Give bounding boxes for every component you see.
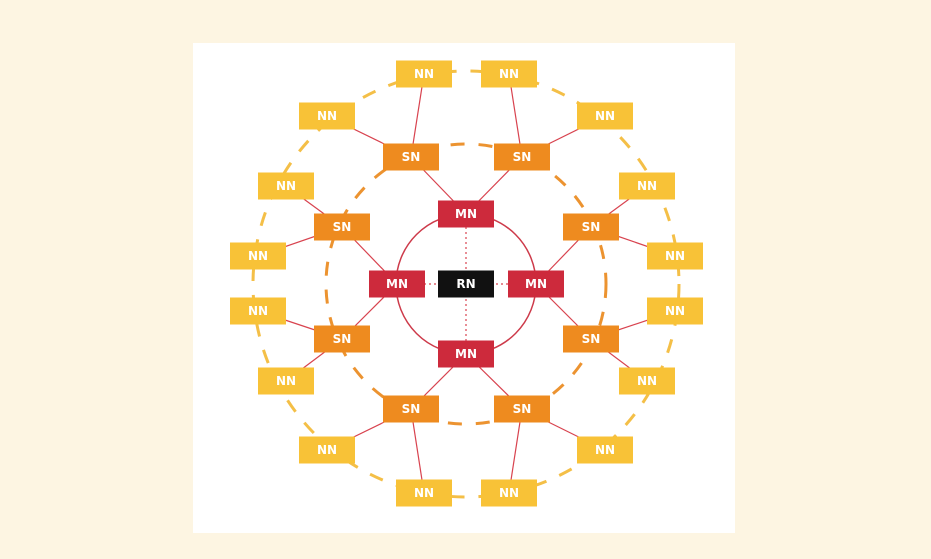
node-nn-15: NN <box>230 242 286 270</box>
nn-box <box>396 60 452 88</box>
nn-box <box>577 102 633 130</box>
node-mn-bottom: MN <box>438 340 494 368</box>
link-nn-11 <box>410 408 425 494</box>
node-sn-bottom-left: SN <box>383 395 439 423</box>
nn-label: NN <box>414 67 434 81</box>
nn-box <box>258 172 314 200</box>
nn-box <box>481 60 537 88</box>
nn-label: NN <box>276 374 296 388</box>
sn-box <box>494 395 550 423</box>
nn-box <box>481 479 537 507</box>
nn-label: NN <box>637 179 657 193</box>
node-nn-12: NN <box>299 436 355 464</box>
nn-box <box>647 297 703 325</box>
sn-label: SN <box>333 220 352 234</box>
sn-box <box>314 213 370 241</box>
outer-dashed-ring <box>251 69 681 499</box>
diagram-panel: NN NN NN NN NN NN NN NN NN NN NN NN NN NN NN NN SN SN SN SN… <box>193 43 735 533</box>
node-nn-14: NN <box>230 297 286 325</box>
node-nn-11: NN <box>396 479 452 507</box>
nn-label: NN <box>499 67 519 81</box>
node-nn-1: NN <box>396 60 452 88</box>
node-nn-3: NN <box>481 60 537 88</box>
nn-label: NN <box>595 109 615 123</box>
nn-label: NN <box>665 304 685 318</box>
mn-box <box>508 270 564 298</box>
node-nn-2: NN <box>299 102 355 130</box>
nn-label: NN <box>414 486 434 500</box>
node-nn-6: NN <box>647 242 703 270</box>
mn-box <box>438 340 494 368</box>
nn-box <box>299 436 355 464</box>
sn-label: SN <box>333 332 352 346</box>
nn-box <box>619 172 675 200</box>
sn-label: SN <box>513 402 532 416</box>
sn-label: SN <box>402 402 421 416</box>
nn-label: NN <box>317 443 337 457</box>
nn-box <box>577 436 633 464</box>
node-nn-7: NN <box>647 297 703 325</box>
mn-label: MN <box>525 277 547 291</box>
rn-box <box>438 270 494 298</box>
node-mn-top: MN <box>438 200 494 228</box>
node-sn-left-lower: SN <box>314 325 370 353</box>
nn-box <box>299 102 355 130</box>
nn-box <box>619 367 675 395</box>
network-diagram: NN NN NN NN NN NN NN NN NN NN NN NN NN NN NN NN SN SN SN SN… <box>230 60 703 507</box>
nn-label: NN <box>665 249 685 263</box>
mn-box <box>438 200 494 228</box>
mn-box <box>369 270 425 298</box>
sn-box <box>563 213 619 241</box>
nn-box <box>647 242 703 270</box>
node-sn-right-lower: SN <box>563 325 619 353</box>
nn-label: NN <box>637 374 657 388</box>
link-nn-10 <box>508 408 523 494</box>
sn-box <box>494 143 550 171</box>
node-nn-10: NN <box>481 479 537 507</box>
sn-label: SN <box>582 220 601 234</box>
nn-label: NN <box>317 109 337 123</box>
link-nn-1 <box>410 73 425 158</box>
mn-label: MN <box>455 347 477 361</box>
node-sn-top-left: SN <box>383 143 439 171</box>
nn-box <box>396 479 452 507</box>
sn-box <box>314 325 370 353</box>
sn-label: SN <box>582 332 601 346</box>
sn-box <box>383 395 439 423</box>
mn-label: MN <box>455 207 477 221</box>
node-nn-9: NN <box>577 436 633 464</box>
nn-box <box>230 297 286 325</box>
node-sn-top-right: SN <box>494 143 550 171</box>
node-nn-16: NN <box>258 172 314 200</box>
sn-label: SN <box>513 150 532 164</box>
node-nn-13: NN <box>258 367 314 395</box>
sn-box <box>383 143 439 171</box>
middle-dashed-ring <box>324 142 608 426</box>
nn-label: NN <box>248 304 268 318</box>
node-sn-right-upper: SN <box>563 213 619 241</box>
sn-label: SN <box>402 150 421 164</box>
mn-label: MN <box>386 277 408 291</box>
link-nn-3 <box>508 73 523 158</box>
nodes-layer: NN NN NN NN NN NN NN NN NN NN NN NN NN NN NN NN SN SN SN SN… <box>230 60 703 507</box>
node-nn-8: NN <box>619 367 675 395</box>
node-mn-right: MN <box>508 270 564 298</box>
nn-label: NN <box>499 486 519 500</box>
node-mn-left: MN <box>369 270 425 298</box>
nn-label: NN <box>248 249 268 263</box>
node-sn-bottom-right: SN <box>494 395 550 423</box>
nn-label: NN <box>595 443 615 457</box>
nn-box <box>230 242 286 270</box>
node-sn-left-upper: SN <box>314 213 370 241</box>
node-rn: RN <box>438 270 494 298</box>
rn-label: RN <box>456 277 475 291</box>
sn-box <box>563 325 619 353</box>
nn-box <box>258 367 314 395</box>
node-nn-5: NN <box>619 172 675 200</box>
node-nn-4: NN <box>577 102 633 130</box>
nn-label: NN <box>276 179 296 193</box>
